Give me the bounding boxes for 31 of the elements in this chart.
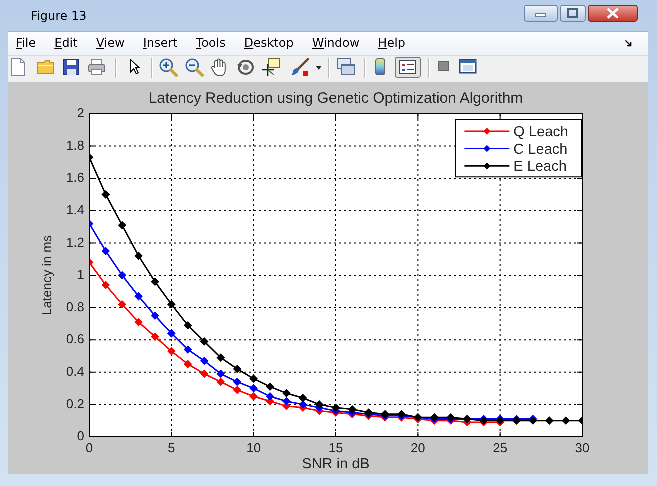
- text: Desktop: [244, 36, 294, 50]
- y-axis-title: Latency in ms: [39, 234, 54, 316]
- y-tick-label: 0.2: [66, 396, 84, 412]
- text: View: [96, 36, 125, 50]
- y-tick-label: 0: [77, 428, 84, 444]
- y-tick-label: 0.4: [66, 364, 84, 379]
- legend-label: C Leach: [514, 142, 568, 158]
- x-tick-label: 25: [493, 440, 508, 456]
- y-tick-label: 1.6: [66, 170, 84, 186]
- y-tick-label: 1: [77, 267, 84, 282]
- chart-title: Latency Reduction using Genetic Optimization Algorithm: [148, 90, 524, 108]
- x-axis-title: SNR in dB: [302, 456, 370, 472]
- x-tick-label: 10: [246, 440, 262, 456]
- y-tick-label: 1.4: [66, 202, 84, 218]
- legend-label: Q Leach: [514, 124, 569, 140]
- y-tick-label: 0.6: [66, 332, 84, 347]
- x-tick-label: 20: [410, 440, 426, 456]
- text: Insert: [143, 36, 178, 50]
- text: Edit: [54, 36, 78, 50]
- text: File: [16, 36, 36, 50]
- text: Help: [378, 36, 406, 50]
- y-tick-label: 0.8: [66, 299, 84, 314]
- x-tick-label: 15: [328, 440, 344, 456]
- caption: Figure 13: [31, 9, 87, 23]
- y-tick-label: 2: [77, 106, 84, 121]
- text: Tools: [196, 36, 226, 50]
- y-tick-label: 1.8: [66, 138, 84, 153]
- text: Window: [312, 36, 360, 50]
- x-tick-label: 30: [575, 440, 590, 456]
- y-tick-label: 1.2: [66, 234, 84, 250]
- x-tick-label: 5: [168, 440, 176, 456]
